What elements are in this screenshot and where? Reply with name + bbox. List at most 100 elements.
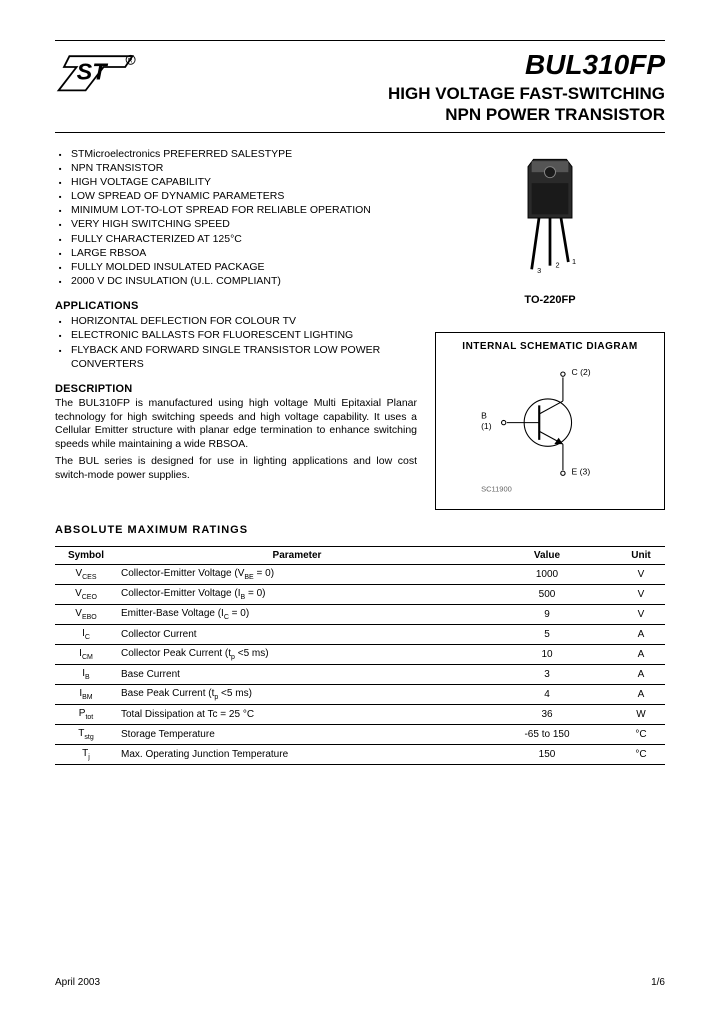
cell-unit: A xyxy=(617,644,665,664)
cell-value: 9 xyxy=(477,604,617,624)
table-row: TstgStorage Temperature-65 to 150°C xyxy=(55,725,665,745)
part-number: BUL310FP xyxy=(388,49,665,81)
footer-date: April 2003 xyxy=(55,977,100,988)
footer: April 2003 1/6 xyxy=(55,977,665,988)
rule-top xyxy=(55,40,665,41)
cell-value: 5 xyxy=(477,624,617,644)
ratings-table: Symbol Parameter Value Unit VCESCollecto… xyxy=(55,546,665,766)
cell-value: 1000 xyxy=(477,564,617,584)
cell-symbol: VCES xyxy=(55,564,117,584)
subtitle-line1: HIGH VOLTAGE FAST-SWITCHING xyxy=(388,84,665,103)
description-paragraph: The BUL310FP is manufactured using high … xyxy=(55,397,417,452)
application-item: HORIZONTAL DEFLECTION FOR COLOUR TV xyxy=(59,314,417,328)
svg-text:3: 3 xyxy=(537,266,541,275)
table-row: ICCollector Current5A xyxy=(55,624,665,644)
feature-item: FULLY MOLDED INSULATED PACKAGE xyxy=(59,260,417,274)
application-item: FLYBACK AND FORWARD SINGLE TRANSISTOR LO… xyxy=(59,343,417,371)
cell-symbol: Ptot xyxy=(55,705,117,725)
col-unit: Unit xyxy=(617,546,665,564)
description-paragraph: The BUL series is designed for use in li… xyxy=(55,455,417,482)
subtitle-line2: NPN POWER TRANSISTOR xyxy=(445,105,665,124)
package-drawing: 1 2 3 TO-220FP xyxy=(435,147,665,310)
cell-value: 3 xyxy=(477,664,617,684)
cell-parameter: Base Peak Current (tp <5 ms) xyxy=(117,685,477,705)
schematic-title: INTERNAL SCHEMATIC DIAGRAM xyxy=(436,341,664,352)
svg-text:B: B xyxy=(481,410,487,420)
feature-item: HIGH VOLTAGE CAPABILITY xyxy=(59,175,417,189)
footer-page: 1/6 xyxy=(651,977,665,988)
ratings-heading: ABSOLUTE MAXIMUM RATINGS xyxy=(55,524,665,536)
cell-symbol: IB xyxy=(55,664,117,684)
svg-text:E (3): E (3) xyxy=(572,466,591,476)
cell-symbol: Tstg xyxy=(55,725,117,745)
cell-parameter: Max. Operating Junction Temperature xyxy=(117,745,477,765)
table-row: IBBase Current3A xyxy=(55,664,665,684)
svg-text:2: 2 xyxy=(556,260,560,269)
cell-symbol: ICM xyxy=(55,644,117,664)
cell-parameter: Collector-Emitter Voltage (IB = 0) xyxy=(117,584,477,604)
applications-list: HORIZONTAL DEFLECTION FOR COLOUR TVELECT… xyxy=(55,314,417,371)
table-row: ICMCollector Peak Current (tp <5 ms)10A xyxy=(55,644,665,664)
applications-heading: APPLICATIONS xyxy=(55,300,417,312)
cell-parameter: Collector Current xyxy=(117,624,477,644)
cell-parameter: Collector-Emitter Voltage (VBE = 0) xyxy=(117,564,477,584)
col-symbol: Symbol xyxy=(55,546,117,564)
description-heading: DESCRIPTION xyxy=(55,383,417,395)
cell-symbol: Tj xyxy=(55,745,117,765)
cell-unit: W xyxy=(617,705,665,725)
feature-item: STMicroelectronics PREFERRED SALESTYPE xyxy=(59,147,417,161)
feature-item: LARGE RBSOA xyxy=(59,246,417,260)
features-list: STMicroelectronics PREFERRED SALESTYPENP… xyxy=(55,147,417,289)
feature-item: VERY HIGH SWITCHING SPEED xyxy=(59,217,417,231)
table-row: IBMBase Peak Current (tp <5 ms)4A xyxy=(55,685,665,705)
package-label: TO-220FP xyxy=(435,294,665,306)
cell-symbol: IBM xyxy=(55,685,117,705)
cell-unit: V xyxy=(617,604,665,624)
svg-text:ST: ST xyxy=(77,59,109,85)
cell-parameter: Collector Peak Current (tp <5 ms) xyxy=(117,644,477,664)
cell-unit: V xyxy=(617,584,665,604)
description-text: The BUL310FP is manufactured using high … xyxy=(55,397,417,483)
cell-unit: °C xyxy=(617,725,665,745)
svg-text:(1): (1) xyxy=(481,421,492,431)
feature-item: MINIMUM LOT-TO-LOT SPREAD FOR RELIABLE O… xyxy=(59,203,417,217)
table-row: TjMax. Operating Junction Temperature150… xyxy=(55,745,665,765)
cell-parameter: Storage Temperature xyxy=(117,725,477,745)
right-column: 1 2 3 TO-220FP INTERNAL SCHEMATIC DIAGRA… xyxy=(435,147,665,510)
datasheet-page: ST R BUL310FP HIGH VOLTAGE FAST-SWITCHIN… xyxy=(0,0,720,785)
col-parameter: Parameter xyxy=(117,546,477,564)
svg-text:R: R xyxy=(128,58,133,65)
cell-unit: A xyxy=(617,624,665,644)
st-logo: ST R xyxy=(55,49,145,99)
table-row: VCEOCollector-Emitter Voltage (IB = 0)50… xyxy=(55,584,665,604)
feature-item: LOW SPREAD OF DYNAMIC PARAMETERS xyxy=(59,189,417,203)
title-block: BUL310FP HIGH VOLTAGE FAST-SWITCHING NPN… xyxy=(388,49,665,126)
cell-unit: A xyxy=(617,664,665,684)
feature-item: 2000 V DC INSULATION (U.L. COMPLIANT) xyxy=(59,274,417,288)
cell-symbol: IC xyxy=(55,624,117,644)
cell-symbol: VEBO xyxy=(55,604,117,624)
cell-parameter: Total Dissipation at Tc = 25 °C xyxy=(117,705,477,725)
left-column: STMicroelectronics PREFERRED SALESTYPENP… xyxy=(55,147,417,510)
subtitle: HIGH VOLTAGE FAST-SWITCHING NPN POWER TR… xyxy=(388,83,665,126)
col-value: Value xyxy=(477,546,617,564)
table-header-row: Symbol Parameter Value Unit xyxy=(55,546,665,564)
svg-text:1: 1 xyxy=(572,256,576,265)
schematic-box: INTERNAL SCHEMATIC DIAGRAM C (2) B xyxy=(435,332,665,510)
cell-value: 36 xyxy=(477,705,617,725)
cell-value: -65 to 150 xyxy=(477,725,617,745)
table-row: VCESCollector-Emitter Voltage (VBE = 0)1… xyxy=(55,564,665,584)
svg-text:C (2): C (2) xyxy=(572,367,591,377)
cell-value: 10 xyxy=(477,644,617,664)
rule-under-title xyxy=(55,132,665,133)
svg-text:SC11900: SC11900 xyxy=(481,484,512,493)
cell-unit: V xyxy=(617,564,665,584)
two-column-area: STMicroelectronics PREFERRED SALESTYPENP… xyxy=(55,147,665,510)
cell-unit: A xyxy=(617,685,665,705)
application-item: ELECTRONIC BALLASTS FOR FLUORESCENT LIGH… xyxy=(59,328,417,342)
cell-symbol: VCEO xyxy=(55,584,117,604)
cell-parameter: Emitter-Base Voltage (IC = 0) xyxy=(117,604,477,624)
feature-item: NPN TRANSISTOR xyxy=(59,161,417,175)
cell-value: 500 xyxy=(477,584,617,604)
cell-value: 150 xyxy=(477,745,617,765)
